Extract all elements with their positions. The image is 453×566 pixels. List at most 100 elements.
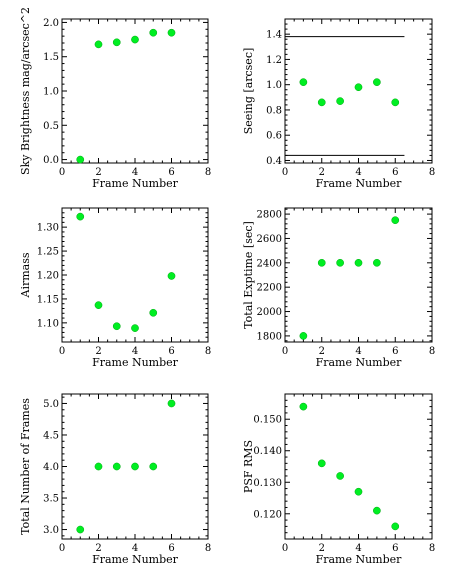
y-tick-label: 1.5 — [43, 52, 59, 63]
data-point — [167, 272, 176, 280]
data-point — [76, 155, 85, 164]
chart-panel-5: 0 2 4 6 8 3.0 3.5 4.0 4.5 5.0 Frame Number Total Nu… — [19, 393, 211, 566]
y-tick-label: 0.6 — [266, 131, 282, 142]
x-tick-label: 0 — [59, 543, 65, 554]
data-point — [336, 472, 344, 480]
y-tick-label: 0.150 — [253, 415, 282, 426]
data-point — [112, 462, 121, 471]
y-tick-label: 2400 — [257, 258, 282, 269]
plot-frame — [284, 207, 433, 343]
y-tick-label: 1.0 — [43, 87, 59, 98]
data-point — [354, 83, 363, 92]
x-axis-label: Frame Number — [92, 177, 179, 190]
x-tick-label: 6 — [168, 167, 174, 178]
data-point — [299, 78, 308, 87]
x-tick-label: 0 — [59, 346, 65, 357]
data-point — [299, 332, 308, 340]
y-tick-label: 5.0 — [43, 399, 59, 410]
x-tick-label: 6 — [168, 346, 174, 357]
x-tick-label: 4 — [355, 346, 361, 357]
y-tick-label: 0.4 — [266, 156, 282, 167]
y-tick-label: 3.0 — [43, 525, 59, 536]
chart-panel-4: 0 2 4 6 8 1800 2000 2200 2400 2600 2800 Frame Numbe… — [242, 207, 435, 369]
y-axis-label: Total Exptime [sec] — [242, 221, 255, 329]
x-axis-label: Frame Number — [316, 356, 403, 369]
y-tick-label: 2000 — [257, 307, 282, 318]
x-tick-label: 8 — [205, 346, 211, 357]
data-point — [112, 322, 121, 331]
x-tick-label: 4 — [355, 543, 361, 554]
data-point — [373, 258, 381, 267]
y-tick-label: 0.5 — [43, 121, 59, 132]
x-axis-label: Frame Number — [316, 553, 403, 566]
x-tick-label: 0 — [282, 543, 288, 554]
plot-frame — [284, 393, 433, 540]
y-tick-label: 0.8 — [266, 105, 282, 116]
x-tick-label: 0 — [59, 167, 65, 178]
chart-panel-1: 0 2 4 6 8 0.0 0.5 1.0 1.5 2.0 Frame Number Sky Brig… — [19, 7, 211, 190]
chart-panel-6: 0 2 4 6 8 0.120 0.130 0.140 0.150 Frame Number PSF… — [242, 393, 435, 566]
data-point — [317, 459, 326, 468]
x-tick-label: 8 — [429, 346, 435, 357]
data-point — [94, 462, 103, 471]
data-point — [131, 462, 139, 471]
y-axis-label: Sky Brightness mag/arcsec^2 — [19, 7, 32, 175]
y-tick-label: 1.2 — [266, 55, 282, 66]
x-tick-label: 2 — [319, 543, 325, 554]
data-point — [94, 301, 103, 309]
data-point — [149, 462, 158, 471]
data-point — [131, 324, 139, 332]
x-tick-label: 4 — [132, 543, 138, 554]
x-tick-label: 4 — [132, 346, 138, 357]
x-tick-label: 4 — [355, 167, 361, 178]
y-tick-label: 0.120 — [253, 509, 282, 520]
y-tick-label: 3.5 — [43, 494, 59, 505]
x-tick-label: 8 — [205, 543, 211, 554]
data-point — [112, 38, 121, 47]
data-point — [299, 402, 308, 411]
data-point — [317, 258, 326, 267]
chart-panel-3: 0 2 4 6 8 1.10 1.15 1.20 1.25 1.30 Frame Number Air… — [19, 207, 211, 369]
y-tick-label: 1.10 — [37, 318, 59, 329]
data-point — [131, 35, 139, 44]
y-tick-label: 2200 — [257, 283, 282, 294]
data-point — [149, 308, 158, 317]
y-axis-label: PSF RMS — [242, 440, 255, 493]
x-tick-label: 2 — [319, 346, 325, 357]
x-tick-label: 0 — [282, 346, 288, 357]
x-tick-label: 6 — [392, 346, 398, 357]
x-tick-label: 8 — [205, 167, 211, 178]
x-tick-label: 8 — [429, 167, 435, 178]
y-tick-label: 2.0 — [43, 18, 59, 29]
data-point — [373, 78, 381, 87]
y-tick-label: 1.0 — [266, 80, 282, 91]
data-point — [94, 40, 103, 49]
x-tick-label: 8 — [429, 543, 435, 554]
y-tick-label: 4.0 — [43, 462, 59, 473]
data-point — [336, 258, 344, 267]
y-axis-label: Airmass — [19, 252, 32, 298]
data-point — [317, 98, 326, 107]
data-point — [149, 28, 158, 37]
data-point — [76, 212, 85, 221]
y-tick-label: 1.25 — [37, 247, 59, 258]
x-axis-label: Frame Number — [92, 356, 179, 369]
data-point — [336, 97, 344, 105]
x-tick-label: 6 — [392, 543, 398, 554]
x-tick-label: 2 — [95, 346, 101, 357]
data-point — [391, 522, 400, 531]
x-axis-label: Frame Number — [316, 177, 403, 190]
y-tick-label: 0.130 — [253, 478, 282, 489]
y-tick-label: 1800 — [257, 331, 282, 342]
data-point — [391, 216, 400, 225]
x-tick-label: 0 — [282, 167, 288, 178]
x-tick-label: 2 — [319, 167, 325, 178]
y-tick-label: 4.5 — [43, 430, 59, 441]
x-tick-label: 2 — [95, 543, 101, 554]
y-tick-label: 0.0 — [43, 155, 59, 166]
y-tick-label: 1.30 — [37, 223, 59, 234]
data-point — [76, 525, 85, 534]
y-tick-label: 1.20 — [37, 271, 59, 282]
y-axis-label: Total Number of Frames — [19, 398, 32, 535]
data-point — [354, 487, 363, 496]
